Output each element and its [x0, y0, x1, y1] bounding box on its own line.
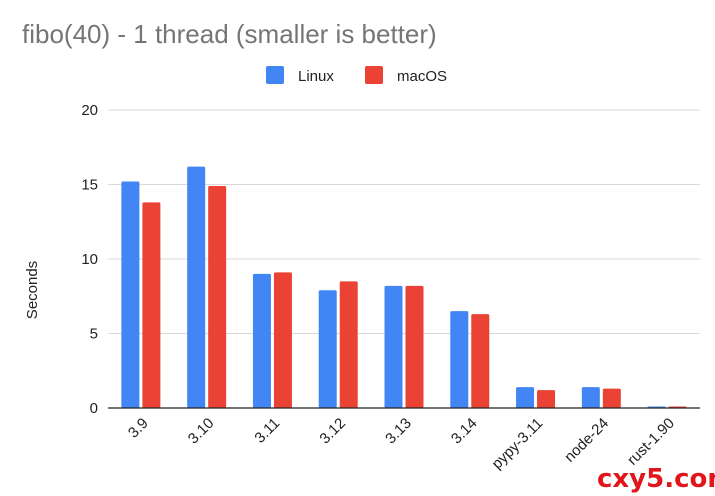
x-tick-label: rust-1.90: [624, 415, 678, 469]
gridlines: [108, 109, 700, 334]
x-tick-label: 3.14: [448, 415, 481, 448]
y-tick-label: 15: [81, 177, 98, 194]
bar-linux-pypy-3.11: [516, 387, 535, 408]
y-tick-labels: 0 5 10 15 20: [81, 102, 98, 417]
bar-macos-3.14: [471, 314, 490, 408]
x-tick-label: 3.12: [316, 415, 349, 448]
bar-linux-node-24: [581, 387, 600, 408]
bar-macos-3.13: [405, 285, 424, 408]
y-tick-label: 10: [81, 251, 98, 268]
x-tick-label: 3.10: [185, 415, 218, 448]
chart-title: fibo(40) - 1 thread (smaller is better): [22, 19, 437, 49]
legend-label-macos: macOS: [397, 68, 447, 85]
bar-linux-3.9: [121, 181, 140, 408]
bar-linux-3.13: [384, 285, 403, 408]
y-axis-label: Seconds: [24, 261, 41, 319]
bar-macos-node-24: [602, 388, 621, 408]
y-tick-label: 0: [90, 400, 98, 417]
bar-macos-3.10: [208, 185, 227, 408]
bar-linux-3.12: [318, 290, 337, 408]
legend-swatch-macos: [365, 66, 383, 84]
x-tick-label: pypy-3.11: [489, 415, 547, 473]
bar-macos-3.11: [273, 272, 292, 408]
y-tick-label: 20: [81, 102, 98, 119]
x-tick-label: 3.11: [251, 415, 283, 447]
watermark: cxy5.com: [597, 464, 715, 494]
legend: Linux macOS: [266, 66, 447, 85]
x-tick-label: node-24: [561, 415, 612, 466]
bar-macos-3.12: [339, 281, 358, 408]
bars: [121, 166, 687, 408]
legend-swatch-linux: [266, 66, 284, 84]
legend-label-linux: Linux: [298, 68, 334, 85]
bar-linux-3.10: [187, 166, 206, 408]
x-tick-label: 3.9: [125, 415, 152, 442]
bar-linux-3.14: [450, 311, 469, 408]
bar-macos-pypy-3.11: [537, 390, 556, 408]
x-tick-labels: 3.9 3.10 3.11 3.12 3.13 3.14 pypy-3.11 node-24 r…: [125, 415, 678, 473]
bar-linux-3.11: [252, 273, 271, 408]
x-tick-label: 3.13: [382, 415, 415, 448]
bar-macos-3.9: [142, 202, 161, 408]
y-tick-label: 5: [90, 326, 98, 343]
